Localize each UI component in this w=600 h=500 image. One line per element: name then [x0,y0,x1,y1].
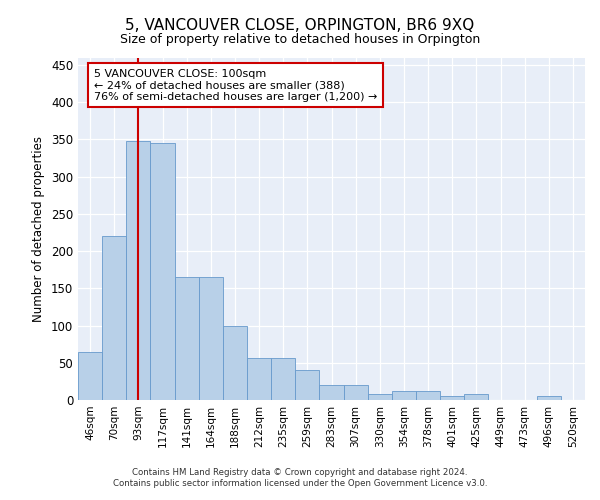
Bar [392,391,416,400]
Bar [126,141,151,400]
Bar [223,326,247,400]
Bar [102,236,126,400]
Bar [416,391,440,400]
Y-axis label: Number of detached properties: Number of detached properties [32,136,46,322]
Bar [319,385,344,400]
Text: 5, VANCOUVER CLOSE, ORPINGTON, BR6 9XQ: 5, VANCOUVER CLOSE, ORPINGTON, BR6 9XQ [125,18,475,32]
Bar [440,396,464,400]
Bar [464,394,488,400]
Bar [199,277,223,400]
Bar [368,394,392,400]
Bar [247,358,271,400]
Bar [175,277,199,400]
Text: Contains HM Land Registry data © Crown copyright and database right 2024.
Contai: Contains HM Land Registry data © Crown c… [113,468,487,487]
Bar [537,396,561,400]
Text: 5 VANCOUVER CLOSE: 100sqm
← 24% of detached houses are smaller (388)
76% of semi: 5 VANCOUVER CLOSE: 100sqm ← 24% of detac… [94,68,377,102]
Bar [271,358,295,400]
Bar [295,370,319,400]
Bar [151,143,175,400]
Text: Size of property relative to detached houses in Orpington: Size of property relative to detached ho… [120,32,480,46]
Bar [78,352,102,400]
Bar [344,385,368,400]
